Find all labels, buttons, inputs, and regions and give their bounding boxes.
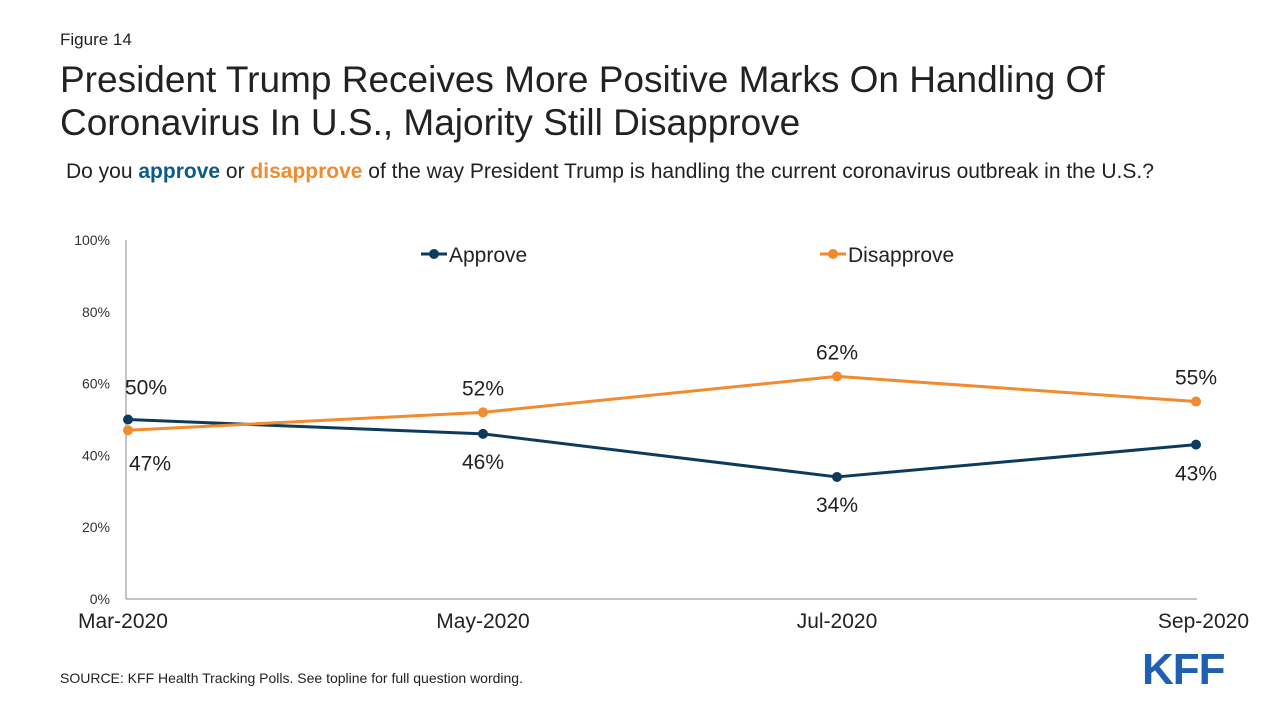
data-point-disapprove [832, 371, 842, 382]
data-label-disapprove: 52% [462, 377, 504, 400]
data-point-disapprove [1191, 396, 1201, 407]
subtitle-approve-word: approve [138, 160, 221, 183]
x-tick-label: May-2020 [436, 610, 529, 633]
subtitle-part-2: or [220, 160, 251, 183]
legend-marker-disapprove [828, 249, 838, 259]
data-label-approve: 46% [462, 451, 504, 474]
x-tick-label: Sep-2020 [1158, 610, 1249, 633]
data-label-disapprove: 55% [1175, 367, 1217, 390]
data-label-approve: 50% [125, 377, 167, 400]
x-tick-label: Mar-2020 [78, 610, 168, 633]
chart-subtitle: Do you approve or disapprove of the way … [66, 158, 1226, 186]
subtitle-disapprove-word: disapprove [250, 160, 363, 183]
figure-label: Figure 14 [60, 30, 132, 49]
kff-logo: KFF [1142, 645, 1226, 694]
y-tick-label: 60% [82, 376, 110, 392]
legend-label-approve: Approve [449, 244, 527, 267]
series-line-disapprove [127, 374, 1197, 432]
data-point-approve [832, 471, 842, 482]
subtitle-part-3: of the way President Trump is handling t… [362, 160, 1154, 183]
data-point-approve [1191, 439, 1201, 450]
y-tick-label: 20% [82, 519, 110, 535]
subtitle-part-1: Do you [66, 160, 139, 183]
legend-marker-approve [429, 249, 439, 259]
legend-label-disapprove: Disapprove [848, 244, 954, 267]
chart-title: President Trump Receives More Positive M… [60, 59, 1105, 143]
y-tick-label: 80% [82, 304, 110, 320]
data-point-disapprove [478, 407, 488, 418]
data-point-disapprove [123, 425, 133, 436]
data-label-disapprove: 47% [129, 452, 171, 475]
data-label-disapprove: 62% [816, 341, 858, 364]
source-note: SOURCE: KFF Health Tracking Polls. See t… [60, 670, 523, 686]
data-point-approve [478, 428, 488, 439]
y-tick-label: 0% [90, 591, 110, 607]
y-tick-label: 40% [82, 447, 110, 463]
data-point-approve [123, 414, 133, 425]
data-label-approve: 43% [1175, 463, 1217, 486]
series-line-approve [127, 418, 1197, 479]
data-label-approve: 34% [816, 494, 858, 517]
x-tick-label: Jul-2020 [797, 610, 878, 633]
y-tick-label: 100% [74, 232, 110, 248]
